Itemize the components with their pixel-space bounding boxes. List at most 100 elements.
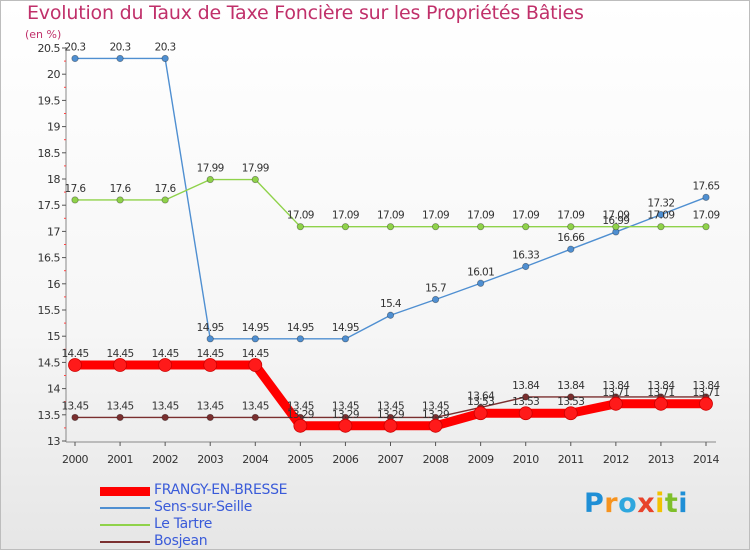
x-tick-label: 2009 bbox=[468, 453, 494, 466]
data-label: 13.45 bbox=[107, 400, 134, 412]
data-label: 14.95 bbox=[287, 322, 314, 334]
x-tick-label: 2003 bbox=[197, 453, 223, 466]
data-point bbox=[206, 175, 214, 184]
data-point bbox=[518, 406, 533, 421]
data-label: 17.09 bbox=[557, 210, 584, 222]
data-label: 13.45 bbox=[61, 400, 88, 412]
data-label: 13.29 bbox=[377, 409, 404, 421]
y-tick-label: 15 bbox=[47, 330, 60, 343]
data-label: 17.65 bbox=[692, 180, 719, 192]
data-point bbox=[338, 418, 353, 433]
data-label: 13.45 bbox=[287, 400, 314, 412]
data-point bbox=[116, 196, 124, 204]
data-label: 13.45 bbox=[152, 400, 179, 412]
legend-label: Sens-sur-Seille bbox=[154, 499, 253, 515]
data-label: 14.95 bbox=[242, 322, 269, 334]
data-point bbox=[386, 223, 395, 231]
data-point bbox=[522, 393, 530, 401]
data-label: 17.09 bbox=[692, 210, 719, 222]
x-tick-label: 2000 bbox=[62, 453, 88, 466]
data-point bbox=[608, 396, 623, 411]
data-point bbox=[203, 358, 218, 372]
data-label: 17.99 bbox=[197, 163, 224, 175]
legend-swatch bbox=[100, 524, 150, 526]
data-label: 17.6 bbox=[65, 183, 87, 195]
data-label: 13.45 bbox=[377, 400, 404, 412]
data-point bbox=[161, 54, 169, 63]
data-label: 13.45 bbox=[197, 400, 224, 412]
y-tick-label: 17 bbox=[47, 225, 60, 238]
data-label: 17.09 bbox=[422, 210, 449, 222]
data-label: 16.66 bbox=[557, 232, 585, 244]
y-tick-label: 13 bbox=[47, 435, 60, 448]
x-tick-label: 2012 bbox=[603, 453, 629, 466]
logo-letter: i bbox=[678, 488, 689, 519]
data-label: 13.45 bbox=[242, 400, 269, 412]
x-tick-label: 2004 bbox=[242, 453, 268, 466]
legend-label: Le Tartre bbox=[154, 516, 213, 532]
y-tick-label: 14 bbox=[47, 383, 60, 396]
data-label: 13.53 bbox=[467, 396, 494, 408]
data-point bbox=[428, 418, 443, 433]
data-point bbox=[251, 175, 259, 184]
data-label: 14.95 bbox=[197, 322, 224, 334]
y-tick-label: 17.5 bbox=[38, 199, 61, 212]
data-label: 20.3 bbox=[110, 41, 131, 53]
data-point bbox=[113, 358, 127, 372]
data-point bbox=[158, 358, 173, 372]
data-point bbox=[68, 358, 82, 372]
data-label: 13.84 bbox=[512, 380, 540, 392]
x-tick-label: 2013 bbox=[648, 453, 674, 466]
data-point bbox=[567, 245, 575, 253]
data-label: 14.45 bbox=[61, 348, 88, 360]
legend-swatch bbox=[100, 486, 150, 496]
y-tick-label: 16.5 bbox=[38, 252, 61, 265]
logo-letter: t bbox=[664, 488, 679, 519]
x-tick-label: 2006 bbox=[332, 453, 358, 466]
data-label: 17.09 bbox=[512, 210, 539, 222]
data-point bbox=[71, 413, 79, 422]
data-point bbox=[293, 418, 308, 433]
data-label: 17.6 bbox=[110, 183, 132, 195]
data-point bbox=[116, 54, 124, 63]
y-tick-label: 19.5 bbox=[38, 94, 61, 107]
data-point bbox=[206, 413, 214, 422]
legend-label: FRANGY-EN-BRESSE bbox=[154, 482, 288, 498]
data-point bbox=[251, 335, 259, 343]
data-point bbox=[657, 223, 665, 231]
data-point bbox=[206, 335, 214, 343]
data-label: 17.32 bbox=[647, 198, 674, 210]
logo-letter: o bbox=[618, 488, 638, 519]
x-tick-label: 2007 bbox=[378, 453, 404, 466]
data-label: 17.99 bbox=[242, 163, 269, 175]
data-label: 13.64 bbox=[467, 390, 495, 402]
data-label: 13.53 bbox=[512, 396, 539, 408]
y-tick-label: 13.5 bbox=[38, 409, 61, 422]
x-tick-label: 2011 bbox=[558, 453, 584, 466]
data-point bbox=[296, 335, 304, 343]
data-label: 14.45 bbox=[197, 348, 224, 360]
data-label: 16.33 bbox=[512, 250, 539, 262]
data-point bbox=[477, 279, 485, 287]
data-point bbox=[702, 223, 710, 231]
data-point bbox=[248, 358, 263, 372]
logo-letter: r bbox=[604, 488, 619, 519]
data-point bbox=[702, 193, 710, 201]
data-label: 20.3 bbox=[65, 41, 86, 53]
data-label: 15.7 bbox=[425, 283, 446, 295]
data-point bbox=[296, 223, 304, 231]
data-point bbox=[567, 223, 575, 231]
data-point bbox=[431, 223, 440, 231]
data-label: 17.09 bbox=[467, 210, 494, 222]
x-tick-label: 2008 bbox=[423, 453, 449, 466]
data-label: 14.95 bbox=[332, 322, 359, 334]
data-label: 14.45 bbox=[107, 348, 134, 360]
y-tick-label: 18.5 bbox=[38, 147, 61, 160]
data-point bbox=[563, 406, 578, 421]
y-tick-label: 14.5 bbox=[38, 356, 61, 369]
data-point bbox=[431, 295, 440, 304]
data-label: 14.45 bbox=[152, 348, 179, 360]
data-point bbox=[341, 223, 350, 231]
data-label: 13.29 bbox=[287, 409, 314, 421]
